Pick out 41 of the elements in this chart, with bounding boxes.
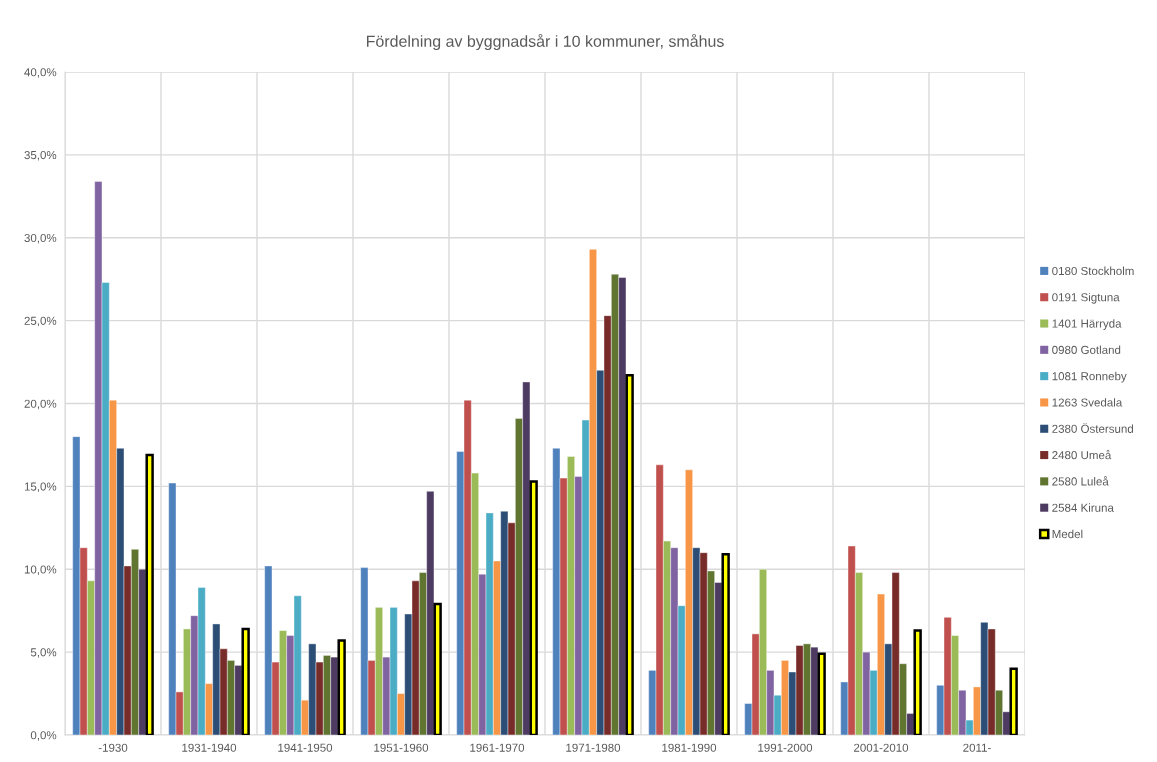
x-tick-label: 1961-1970 [470, 743, 525, 752]
y-tick-label: 10,0% [24, 565, 57, 575]
legend-label: Medel [1052, 529, 1083, 539]
bar [721, 553, 730, 735]
legend-label: 0191 Sigtuna [1052, 292, 1120, 304]
bar [1009, 667, 1018, 735]
bar [625, 374, 634, 735]
x-tick-label: 1991-2000 [758, 743, 813, 752]
bar [145, 453, 154, 735]
y-tick-label: 35,0% [24, 151, 57, 161]
y-tick-label: 5,0% [30, 648, 57, 658]
y-tick-label: 0,0% [30, 731, 57, 741]
legend-label: 2584 Kiruna [1052, 503, 1114, 512]
legend-label: 2480 Umeå [1052, 449, 1112, 460]
x-tick-label: 1951-1960 [374, 743, 429, 752]
bar [337, 639, 346, 735]
chart-title: Fördelning av byggnadsår i 10 kommuner, småhus [366, 33, 724, 51]
legend-label: 0180 Stockholm [1052, 266, 1134, 276]
y-tick-label: 20,0% [24, 399, 57, 410]
bar [241, 627, 250, 735]
legend-label: 2380 Östersund [1052, 423, 1133, 433]
legend-label: 1401 Härryda [1052, 319, 1122, 330]
bar [433, 602, 442, 735]
bar [913, 629, 922, 735]
legend-label: 2580 Luleå [1052, 476, 1109, 486]
x-tick-label: 2011- [963, 743, 991, 752]
bar [529, 480, 538, 735]
y-tick-label: 15,0% [24, 482, 57, 493]
y-tick-label: 25,0% [24, 316, 57, 327]
y-tick-label: 40,0% [24, 68, 57, 78]
x-tick-label: 1971-1980 [566, 743, 621, 752]
legend-label: 0980 Gotland [1052, 345, 1121, 354]
y-tick-label: 30,0% [24, 233, 57, 244]
x-tick-label: 1941-1950 [278, 743, 333, 752]
bar [817, 652, 826, 735]
x-tick-label: 1931-1940 [182, 743, 237, 752]
legend-label: 1263 Svedala [1052, 398, 1123, 407]
x-tick-label: -1930 [98, 743, 128, 752]
x-tick-label: 2001-2010 [854, 743, 909, 752]
legend-label: 1081 Ronneby [1052, 371, 1127, 383]
x-tick-label: 1981-1990 [662, 743, 717, 752]
